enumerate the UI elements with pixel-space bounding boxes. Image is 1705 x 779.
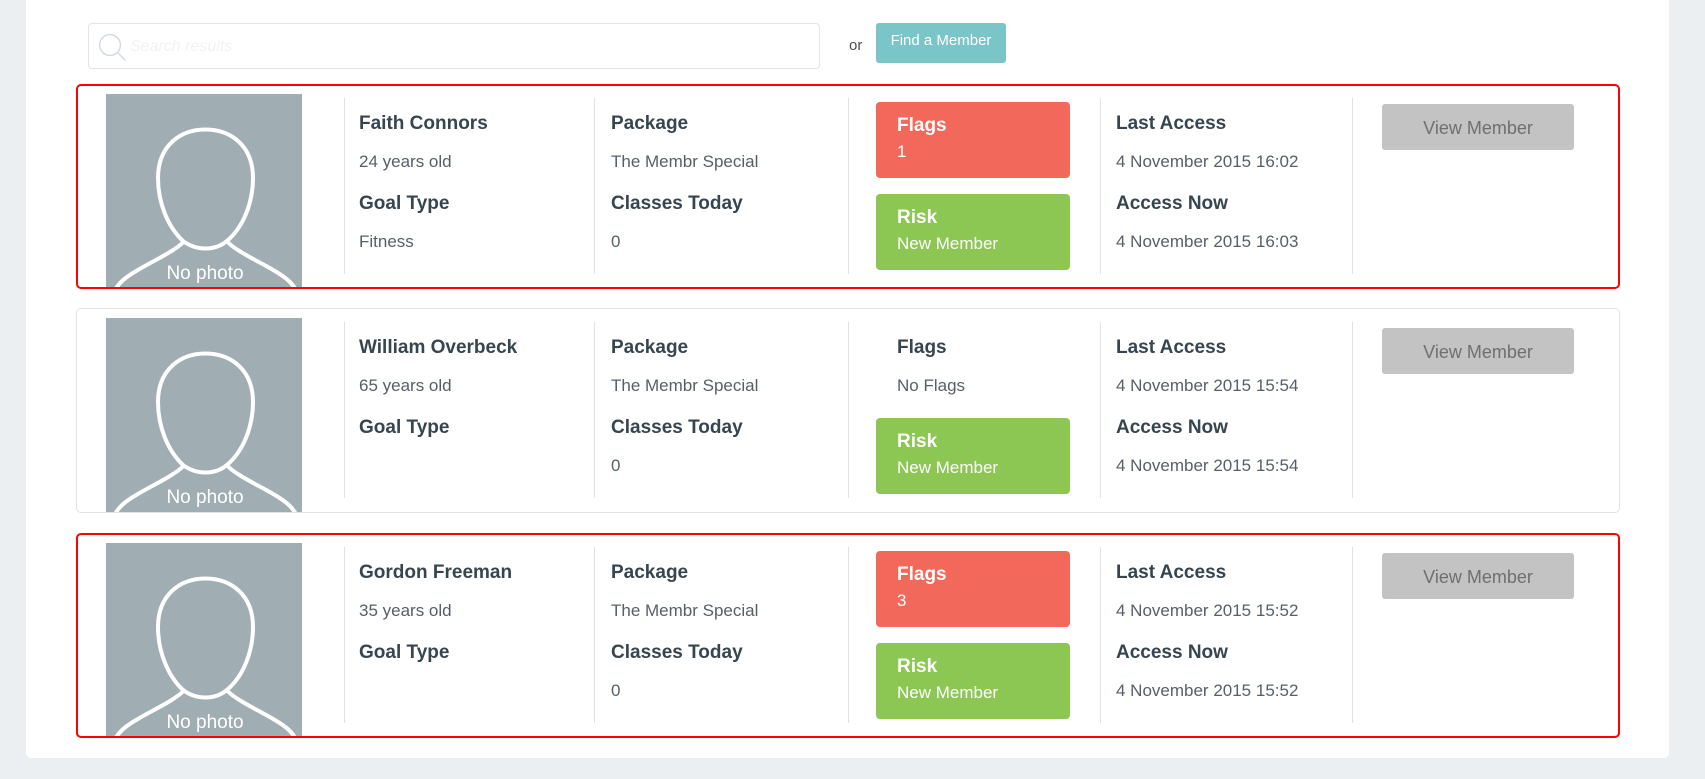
svg-text:No photo: No photo <box>166 712 243 733</box>
svg-text:No photo: No photo <box>166 487 243 508</box>
svg-text:No photo: No photo <box>166 263 243 284</box>
